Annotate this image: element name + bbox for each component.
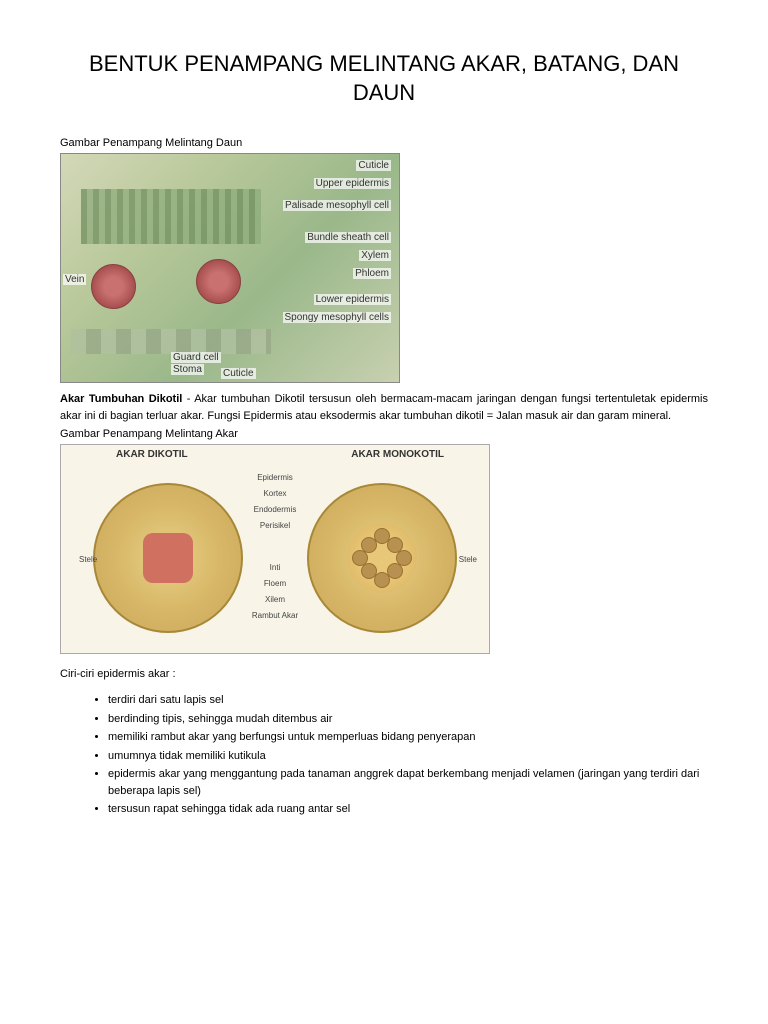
paragraph-dikotil: Akar Tumbuhan Dikotil - Akar tumbuhan Di… <box>60 391 708 424</box>
list-item: berdinding tipis, sehingga mudah ditembu… <box>108 711 708 728</box>
caption-leaf: Gambar Penampang Melintang Daun <box>60 137 708 149</box>
page-title: BENTUK PENAMPANG MELINTANG AKAR, BATANG,… <box>60 50 708 107</box>
label-xilem: Xilem <box>265 595 285 604</box>
bold-lead: Akar Tumbuhan Dikotil <box>60 393 182 405</box>
center-label-stack: Epidermis Kortex Endodermis Perisikel In… <box>240 473 310 623</box>
label-stele-right: Stele <box>459 555 477 564</box>
label-floem: Floem <box>264 579 286 588</box>
mono-dot <box>387 563 403 579</box>
leaf-cross-section-diagram: Vein Cuticle Upper epidermis Palisade me… <box>60 153 400 383</box>
list-item: terdiri dari satu lapis sel <box>108 692 708 709</box>
label-upper-epidermis: Upper epidermis <box>314 178 391 189</box>
label-cuticle-top: Cuticle <box>356 160 391 171</box>
root-mono-center <box>347 523 417 593</box>
label-kortex: Kortex <box>263 489 286 498</box>
vein-circle-left <box>91 264 136 309</box>
title-dikotil: AKAR DIKOTIL <box>116 449 188 460</box>
epidermis-list: terdiri dari satu lapis sel berdinding t… <box>60 692 708 818</box>
vein-circle-right <box>196 259 241 304</box>
list-item: umumnya tidak memiliki kutikula <box>108 748 708 765</box>
root-dikotil <box>93 483 243 633</box>
label-cuticle-bottom: Cuticle <box>221 368 256 379</box>
label-inti: Inti <box>270 563 281 572</box>
label-xylem: Xylem <box>359 250 391 261</box>
label-spongy: Spongy mesophyll cells <box>283 312 392 323</box>
mono-dot <box>361 537 377 553</box>
label-vein: Vein <box>63 274 86 285</box>
lower-epidermis-layer <box>71 329 271 354</box>
label-bundle-sheath: Bundle sheath cell <box>305 232 391 243</box>
list-item: tersusun rapat sehingga tidak ada ruang … <box>108 801 708 818</box>
list-heading: Ciri-ciri epidermis akar : <box>60 668 708 680</box>
label-rambut-akar: Rambut Akar <box>252 611 298 620</box>
list-item: epidermis akar yang menggantung pada tan… <box>108 766 708 799</box>
list-item: memiliki rambut akar yang berfungsi untu… <box>108 729 708 746</box>
root-dikotil-center <box>143 533 193 583</box>
label-lower-epidermis: Lower epidermis <box>314 294 391 305</box>
palisade-layer <box>81 189 261 244</box>
mono-dot <box>361 563 377 579</box>
label-palisade: Palisade mesophyll cell <box>283 200 391 211</box>
root-monokotil <box>307 483 457 633</box>
label-guard: Guard cell <box>171 352 221 363</box>
label-stele-left: Stele <box>79 555 97 564</box>
mono-dot <box>387 537 403 553</box>
label-phloem: Phloem <box>353 268 391 279</box>
label-epidermis: Epidermis <box>257 473 293 482</box>
label-endodermis: Endodermis <box>254 505 297 514</box>
label-stoma: Stoma <box>171 364 204 375</box>
caption-root: Gambar Penampang Melintang Akar <box>60 428 708 440</box>
label-perisikel: Perisikel <box>260 521 290 530</box>
root-cross-section-diagram: AKAR DIKOTIL AKAR MONOKOTIL Epidermis Ko… <box>60 444 490 654</box>
title-monokotil: AKAR MONOKOTIL <box>351 449 444 460</box>
